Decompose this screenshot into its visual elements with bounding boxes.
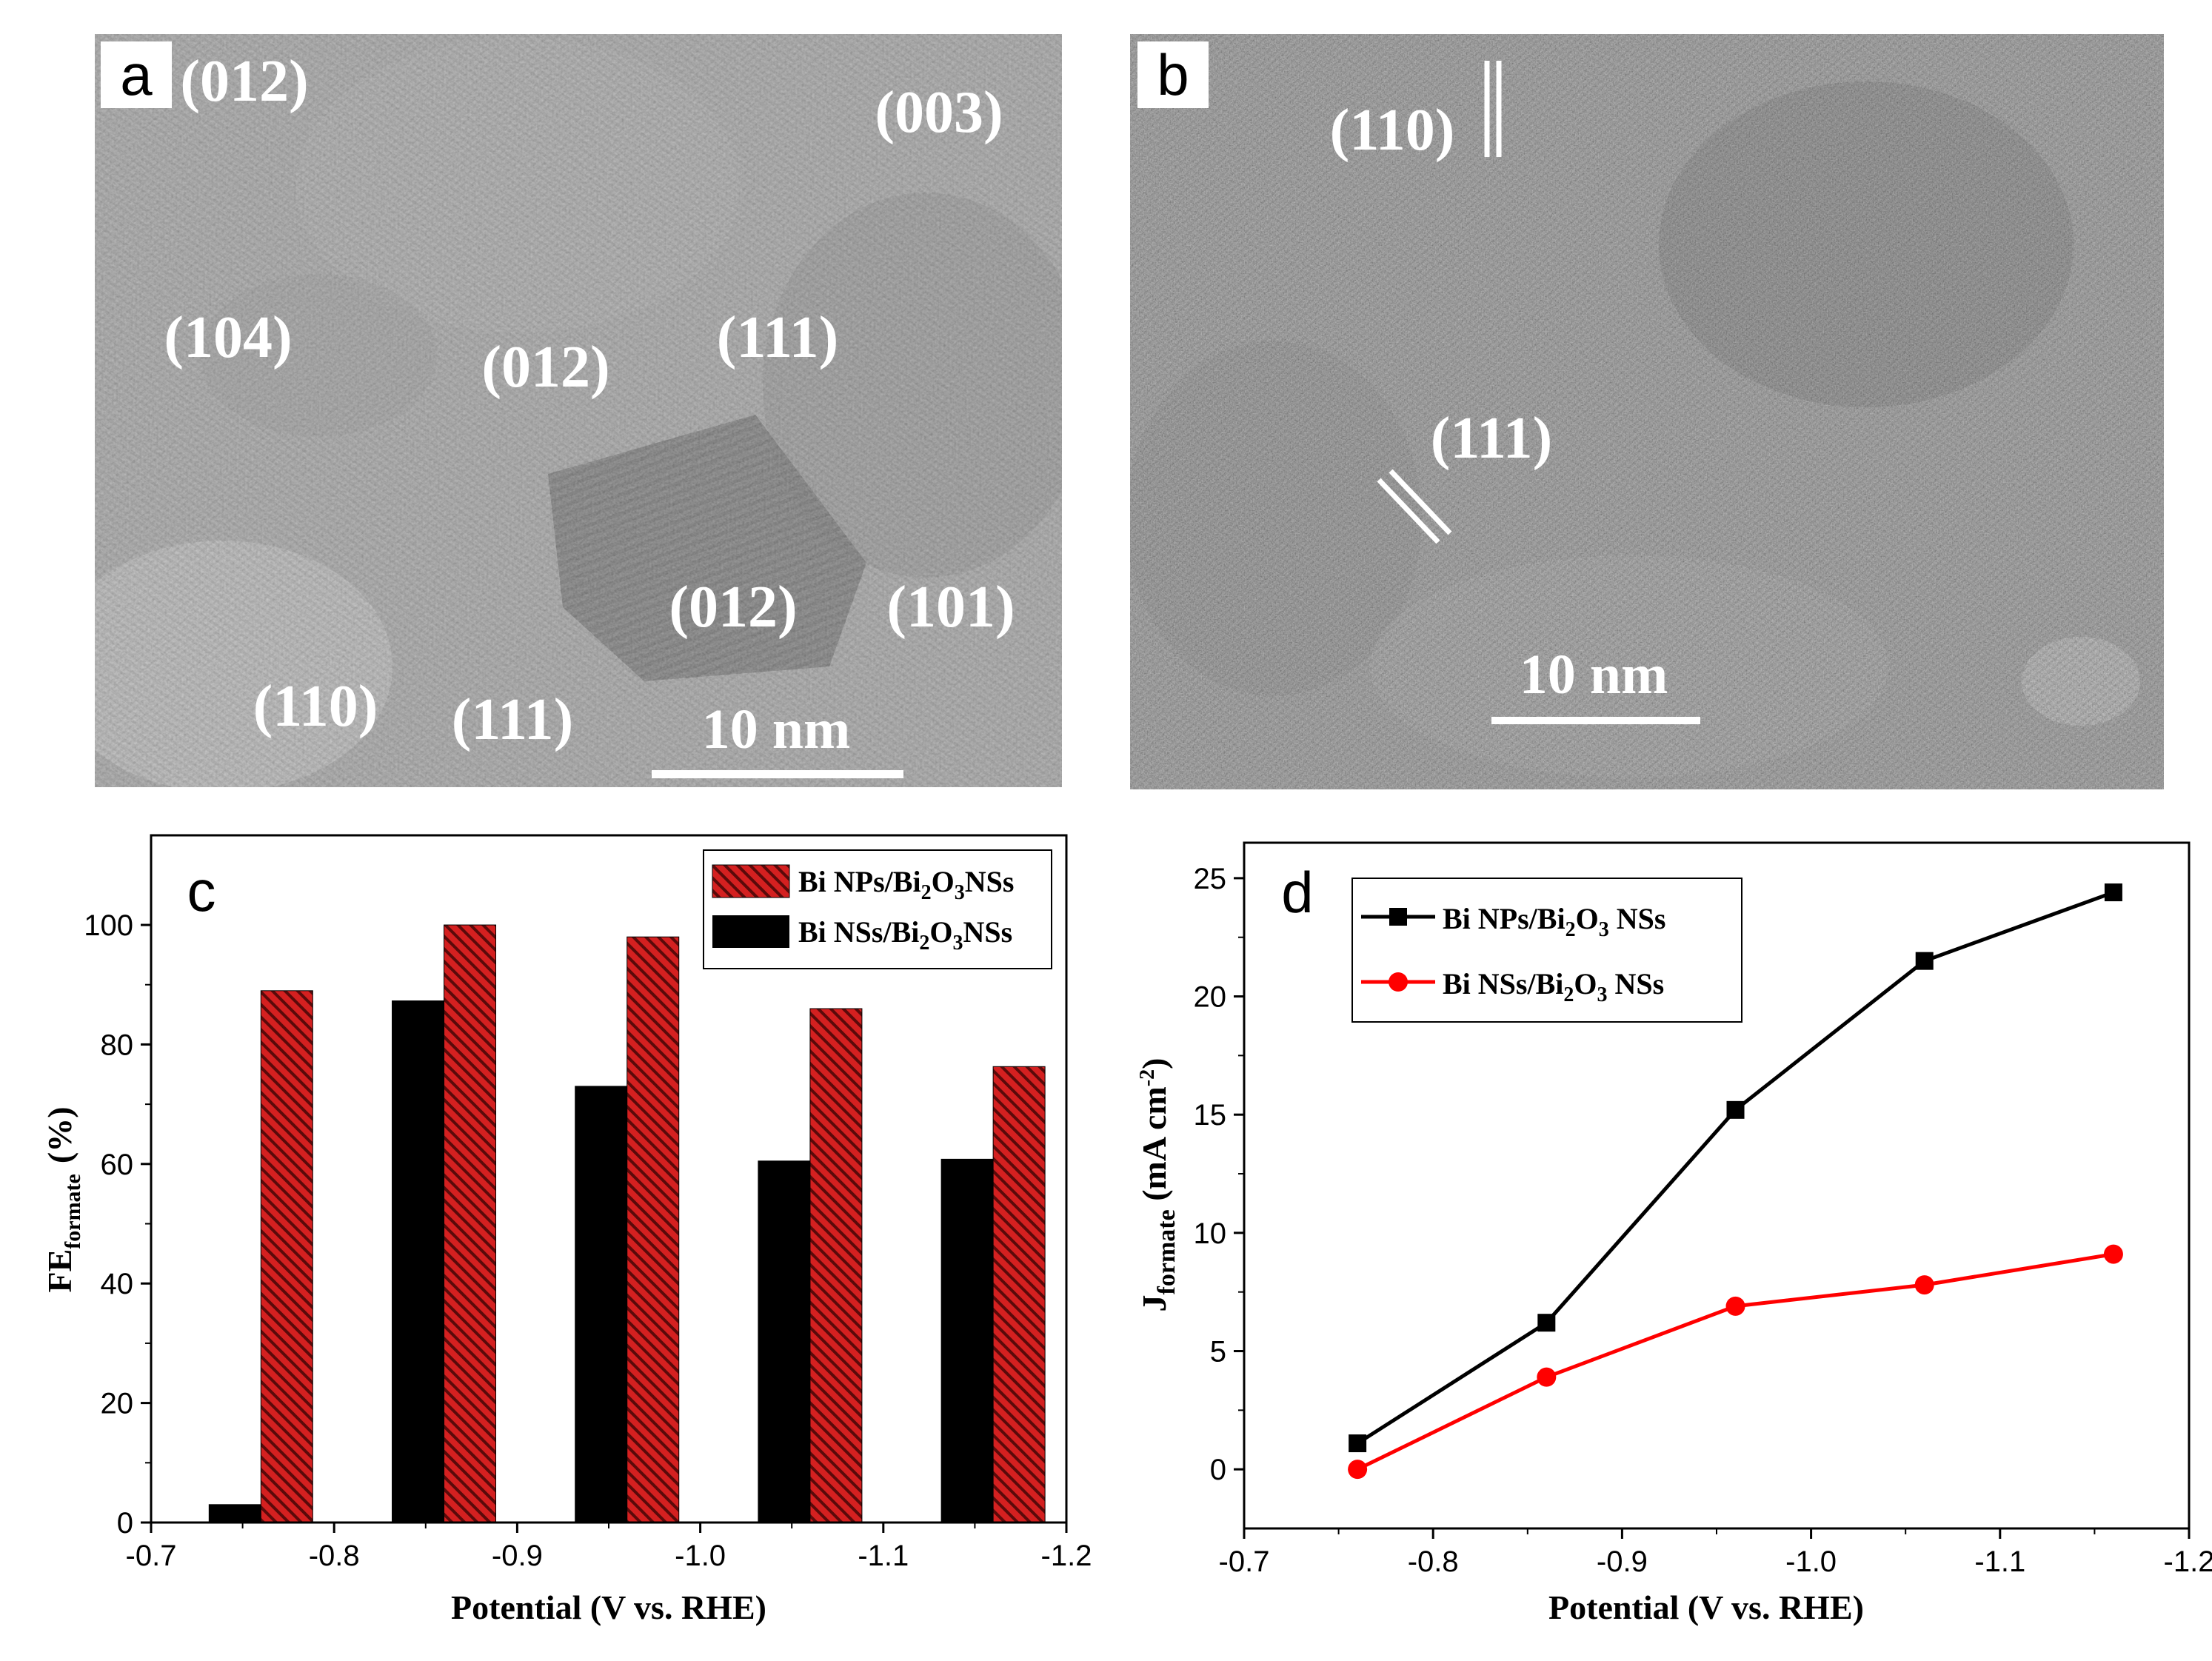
bar-bi-nps — [809, 1008, 863, 1523]
y-tick-label: 60 — [101, 1149, 134, 1181]
scale-bar — [652, 770, 903, 778]
plane-label: (110) — [1330, 98, 1455, 163]
legend-label-nss: Bi NSs/Bi2O3NSs — [798, 915, 1012, 955]
bar-bi-nss — [392, 1000, 445, 1523]
bar-bi-nps — [626, 936, 680, 1523]
plane-label: (101) — [886, 575, 1015, 640]
bar-bi-nps — [992, 1066, 1046, 1523]
data-point-circle — [1348, 1460, 1368, 1480]
plane-label: (012) — [669, 575, 797, 640]
legend-label-nps: Bi NPs/Bi2O3 NSs — [1443, 902, 1665, 941]
plane-label: (003) — [875, 80, 1003, 145]
x-tick-label: -1.2 — [2164, 1545, 2212, 1578]
y-tick-label: 80 — [101, 1029, 134, 1061]
bar-bi-nps — [444, 924, 497, 1523]
x-tick-label: -1.2 — [1041, 1540, 1092, 1572]
legend-marker-square — [1389, 908, 1407, 926]
y-tick-label: 5 — [1210, 1336, 1226, 1368]
panel-b-letter: b — [1157, 42, 1189, 107]
plane-label: (012) — [481, 335, 609, 400]
x-tick-label: -0.9 — [1597, 1545, 1648, 1578]
panel-b-letter-box — [1137, 41, 1209, 108]
legend-box — [1351, 878, 1742, 1023]
plane-label: (111) — [452, 687, 573, 752]
plane-label: (110) — [253, 674, 378, 739]
bar-bi-nss — [940, 1158, 994, 1523]
y-tick-label: 15 — [1194, 1099, 1227, 1132]
y-tick-label: 20 — [101, 1388, 134, 1420]
chart-c-faradaic-efficiency: c -0.7 -0.8 -0.9 -1.0 -1.1 -1.2 0 20 40 60 80 100 B… — [41, 834, 1092, 1626]
panel-c-letter: c — [187, 858, 216, 923]
y-tick-label: 0 — [117, 1507, 133, 1540]
y-axis-title: Jformate (mA cm-2) — [1135, 1058, 1180, 1312]
x-tick-label: -0.8 — [309, 1540, 360, 1572]
data-point-circle — [1537, 1367, 1557, 1387]
lattice-fringe-marker — [1377, 478, 1440, 544]
chart-d-formate-current-density: d -0.7 -0.8 -0.9 -1.0 -1.1 -1.2 0 5 10 15 20 25 Bi … — [1135, 841, 2212, 1626]
y-axis-title: FEformate(%) — [41, 1106, 85, 1292]
plane-label: (111) — [1431, 406, 1552, 471]
lattice-fringe-marker — [1389, 469, 1452, 535]
legend: Bi NPs/Bi2O3 NSs Bi NSs/Bi2O3 NSs — [1351, 878, 1742, 1023]
data-point-square — [1537, 1314, 1556, 1332]
panel-a-letter-box — [101, 41, 172, 108]
data-point-circle — [1725, 1296, 1745, 1316]
y-tick-label: 40 — [101, 1268, 134, 1300]
x-tick-label: -0.7 — [126, 1540, 177, 1572]
series-line — [1357, 1252, 2114, 1471]
data-point-square — [1349, 1434, 1367, 1453]
data-point-square — [1726, 1100, 1745, 1119]
x-tick-label: -1.0 — [1785, 1545, 1837, 1578]
y-tick-label: 100 — [84, 909, 133, 942]
scale-bar — [1491, 717, 1700, 724]
panel-a-tem-image: a (012) (003) (104) (012) (111) (012) (1… — [95, 34, 1062, 787]
y-tick-label: 25 — [1194, 863, 1227, 895]
x-axis-title: Potential (V vs. RHE) — [1548, 1588, 1864, 1626]
panel-b-tem-image: b (110) (111) 10 nm — [1130, 34, 2164, 789]
legend: Bi NPs/Bi2O3NSs Bi NSs/Bi2O3NSs — [703, 849, 1052, 969]
x-tick-label: -1.1 — [858, 1540, 909, 1572]
data-point-square — [1915, 952, 1934, 970]
x-tick-label: -0.7 — [1219, 1545, 1270, 1578]
y-tick-label: 20 — [1194, 981, 1227, 1014]
x-tick-label: -1.1 — [1974, 1545, 2025, 1578]
data-point-circle — [1914, 1275, 1934, 1295]
panel-a-letter: a — [120, 42, 153, 107]
x-tick-label: -1.0 — [675, 1540, 726, 1572]
data-point-circle — [2103, 1244, 2123, 1264]
bar-bi-nss — [575, 1086, 628, 1523]
plane-label: (111) — [717, 305, 838, 370]
legend-label-nps: Bi NPs/Bi2O3NSs — [798, 865, 1014, 904]
bar-bi-nss — [208, 1504, 261, 1523]
x-tick-label: -0.8 — [1408, 1545, 1459, 1578]
legend-swatch-black — [712, 915, 789, 948]
data-point-square — [2104, 883, 2122, 902]
legend-swatch-red — [712, 864, 790, 898]
scale-bar-label: 10 nm — [702, 698, 851, 761]
y-tick-label: 0 — [1210, 1454, 1226, 1486]
y-tick-label: 10 — [1194, 1217, 1227, 1250]
plane-label: (012) — [180, 49, 308, 114]
plane-label: (104) — [164, 305, 292, 370]
panel-d-letter: d — [1281, 860, 1313, 925]
scale-bar-label: 10 nm — [1520, 644, 1668, 706]
x-axis-title: Potential (V vs. RHE) — [451, 1588, 766, 1626]
legend-marker-circle — [1389, 972, 1408, 992]
bar-bi-nps — [260, 990, 313, 1523]
legend-label-nss: Bi NSs/Bi2O3 NSs — [1443, 967, 1664, 1006]
x-tick-label: -0.9 — [492, 1540, 543, 1572]
bar-bi-nss — [758, 1160, 811, 1523]
